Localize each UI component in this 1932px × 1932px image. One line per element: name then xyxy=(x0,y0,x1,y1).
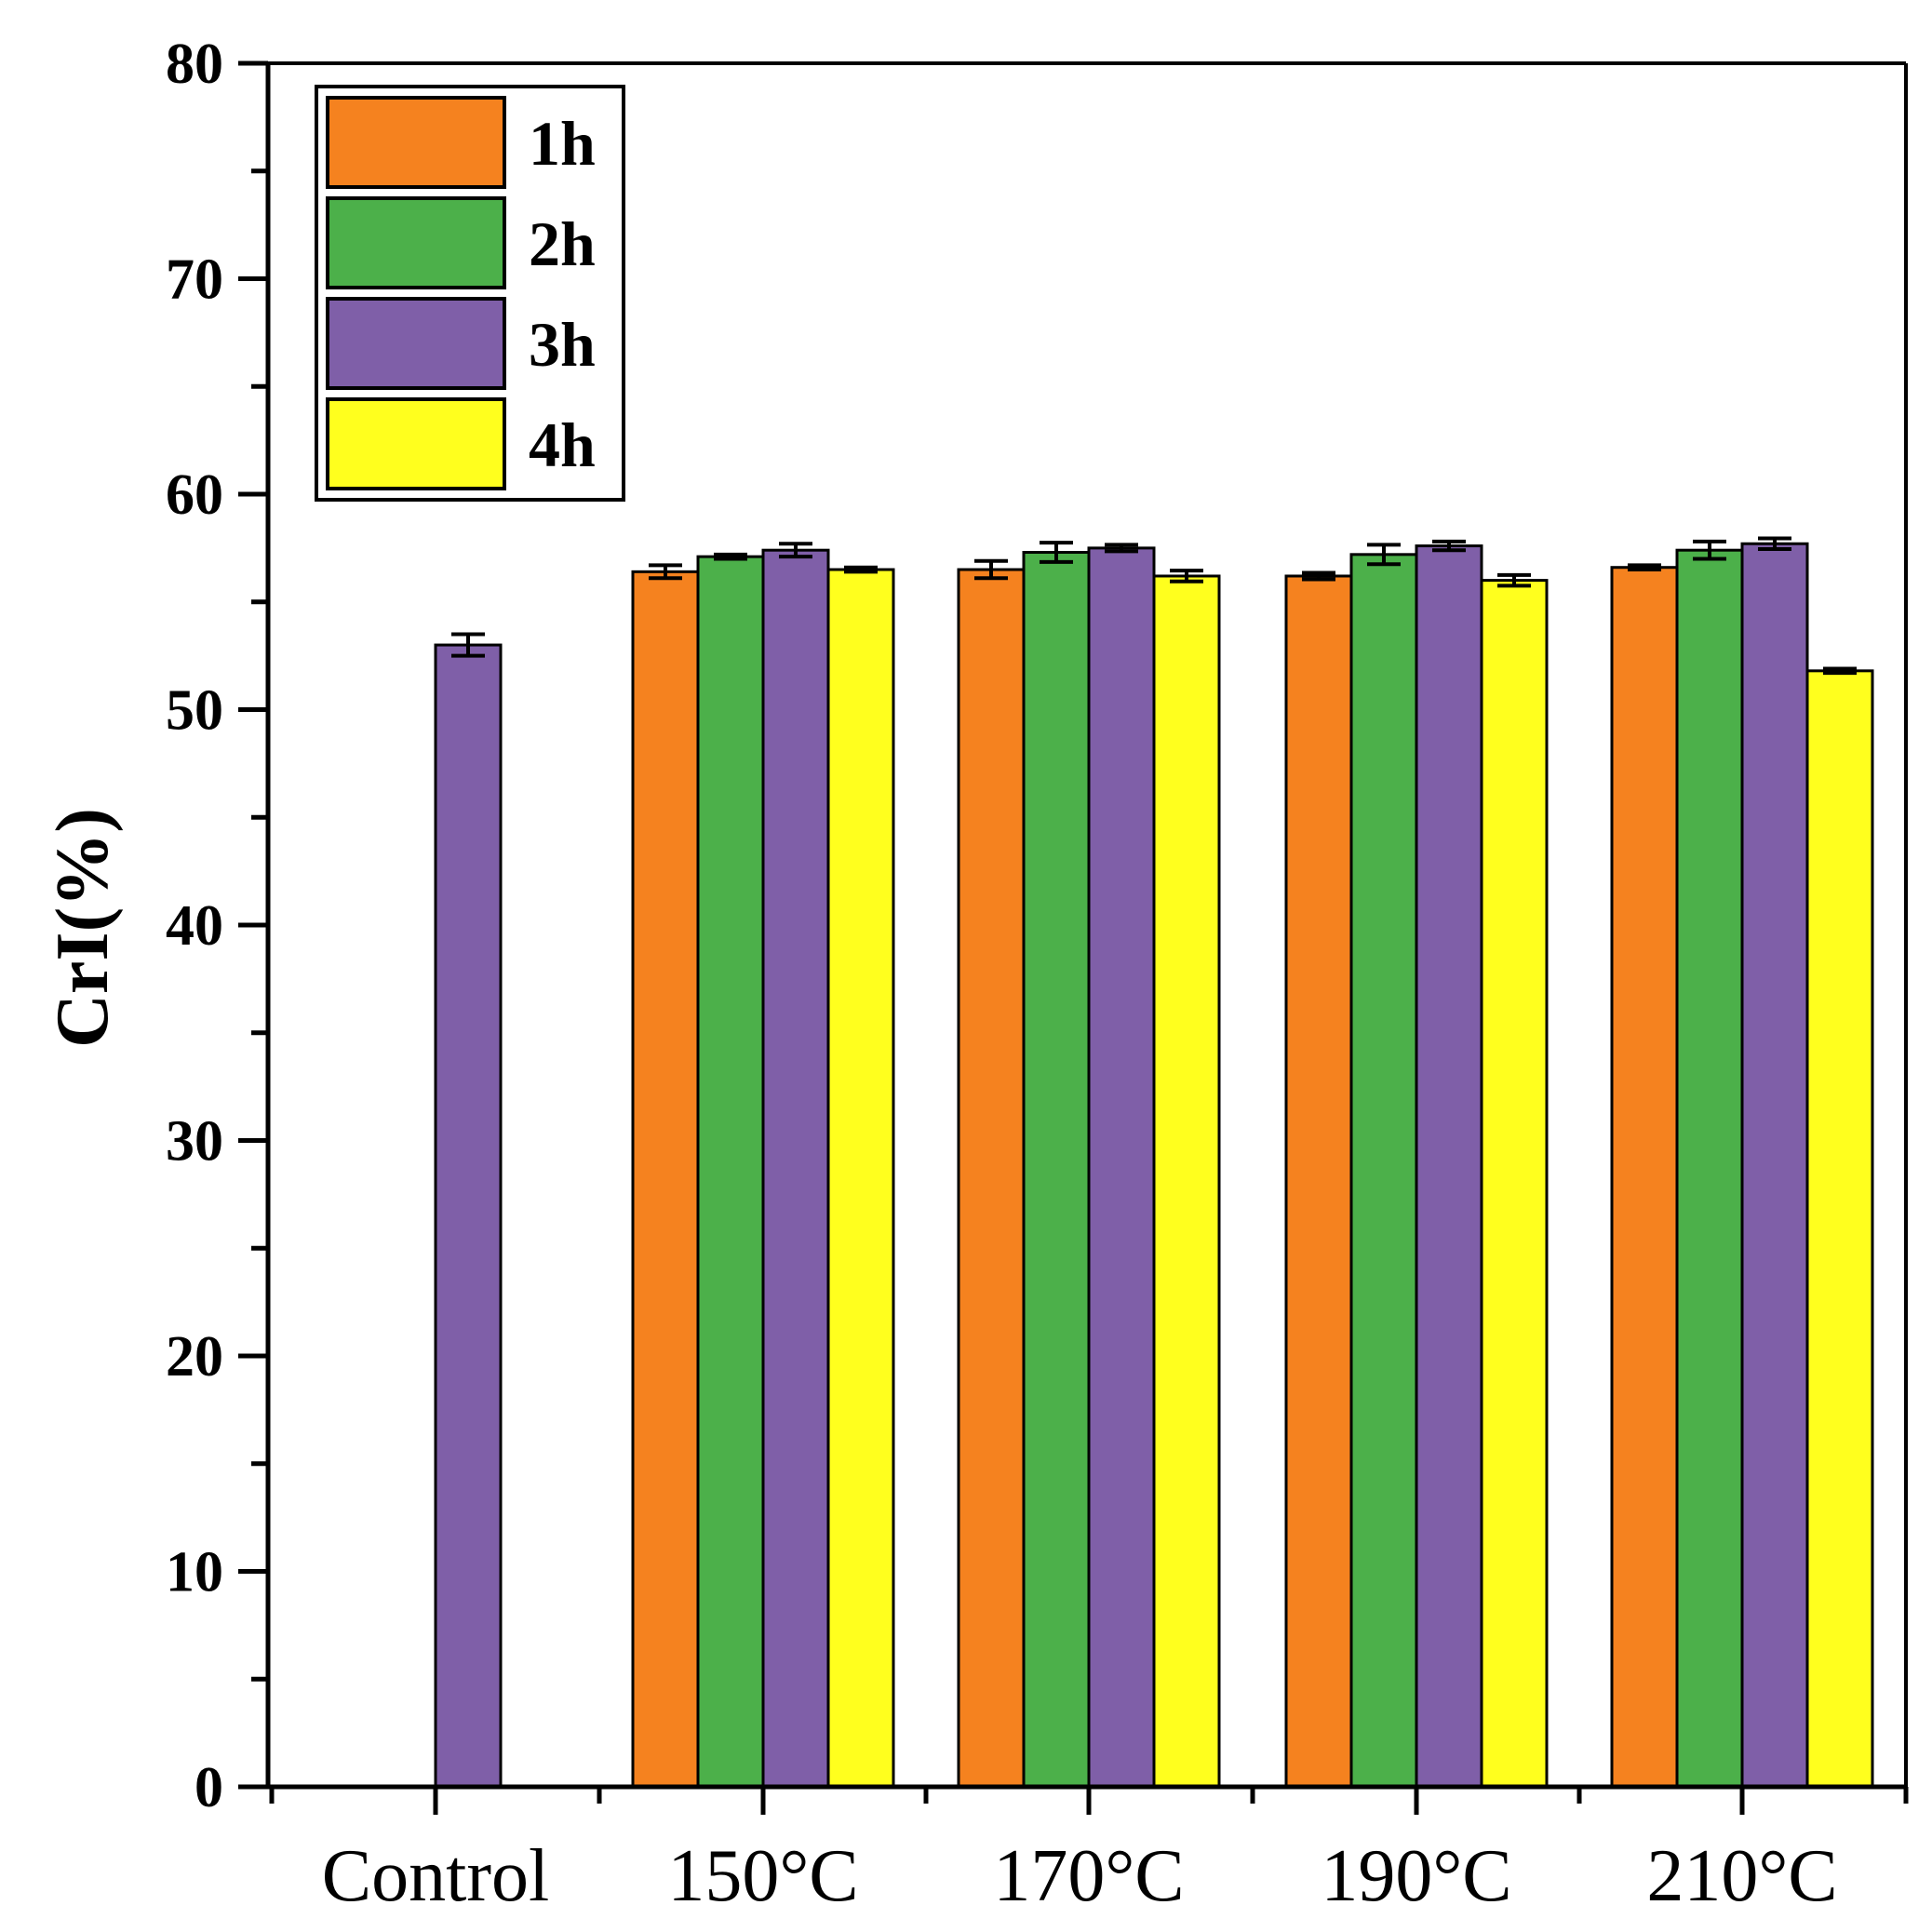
legend-swatch-2h xyxy=(326,196,506,289)
y-tick-label: 60 xyxy=(166,463,223,527)
y-tick-label: 0 xyxy=(195,1756,223,1819)
legend-swatch-1h xyxy=(326,96,506,189)
y-tick-label: 20 xyxy=(166,1325,223,1389)
bar-3h-3 xyxy=(1415,544,1483,1789)
bar-1h-3 xyxy=(1284,574,1353,1789)
y-axis-title: CrI(%) xyxy=(42,808,124,1048)
legend-swatch-4h xyxy=(326,397,506,490)
y-tick-label: 30 xyxy=(166,1110,223,1174)
bar-2h-4 xyxy=(1675,548,1744,1789)
bar-4h-3 xyxy=(1480,579,1549,1789)
x-tick-label: 190°C xyxy=(1321,1835,1511,1917)
bar-3h-2 xyxy=(1087,546,1156,1789)
y-tick-label: 40 xyxy=(166,894,223,958)
legend-label-4h: 4h xyxy=(529,409,596,480)
bar-2h-2 xyxy=(1022,551,1091,1789)
bar-1h-4 xyxy=(1610,566,1679,1789)
bar-3h-4 xyxy=(1740,542,1809,1789)
axes: 0 10 20 30 40 50 60 70 80 Control 150°C 170°C 190°C 2… xyxy=(166,33,1909,1917)
y-tick-label: 80 xyxy=(166,33,223,96)
legend-label-1h: 1h xyxy=(529,108,596,179)
legend-swatch-3h xyxy=(326,297,506,390)
bar-4h-2 xyxy=(1152,574,1221,1789)
legend-label-3h: 3h xyxy=(529,309,596,380)
bar-1h-2 xyxy=(957,568,1026,1789)
legend: 1h 2h 3h 4h xyxy=(315,85,625,502)
x-tick-label: Control xyxy=(322,1835,549,1917)
bar-2h-1 xyxy=(696,555,765,1789)
bar-1h-1 xyxy=(631,570,700,1789)
bar-4h-1 xyxy=(826,568,895,1789)
legend-label-2h: 2h xyxy=(529,208,596,279)
bars xyxy=(434,536,1874,1789)
y-tick-label: 10 xyxy=(166,1541,223,1604)
y-tick-label: 70 xyxy=(166,248,223,312)
bar-3h-0 xyxy=(434,643,503,1789)
x-tick-label: 150°C xyxy=(667,1835,858,1917)
bar-3h-1 xyxy=(761,548,830,1789)
x-tick-label: 170°C xyxy=(993,1835,1184,1917)
bar-2h-3 xyxy=(1349,553,1418,1789)
y-tick-label: 50 xyxy=(166,679,223,743)
bar-4h-4 xyxy=(1805,669,1874,1789)
x-tick-label: 210°C xyxy=(1646,1835,1837,1917)
